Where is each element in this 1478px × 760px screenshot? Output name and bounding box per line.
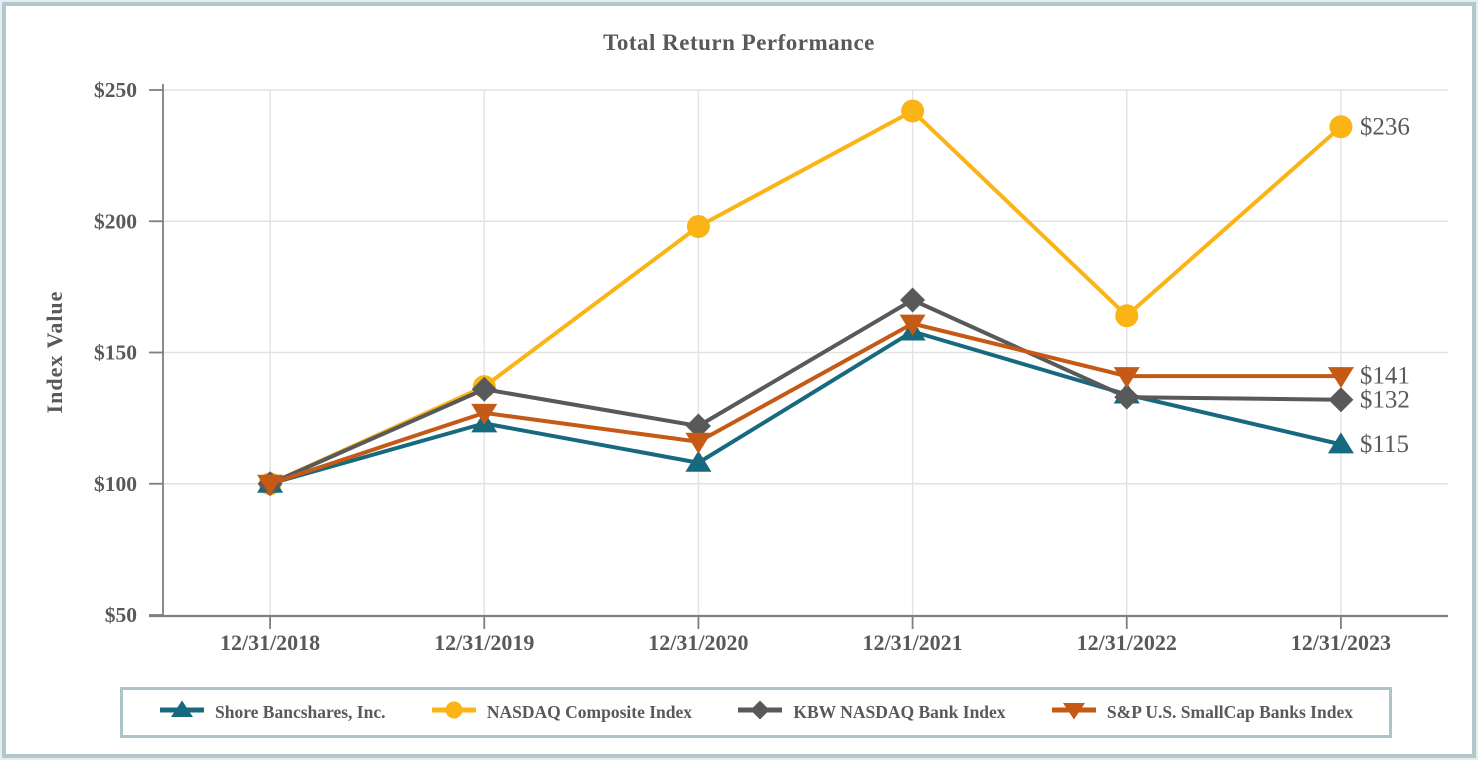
series-end-label: $115	[1360, 431, 1409, 458]
series-line-1	[269, 109, 1343, 486]
series-line-3	[269, 321, 1341, 486]
circle-icon	[431, 697, 477, 728]
y-tick-label: $200	[94, 209, 137, 233]
x-tick-label: 12/31/2018	[220, 630, 320, 655]
legend-item-shore-bancshares: Shore Bancshares, Inc.	[159, 697, 386, 728]
triangle-down-marker	[1113, 367, 1140, 389]
diamond-icon	[737, 697, 783, 728]
y-tick-label: $150	[94, 341, 137, 365]
diamond-marker	[900, 287, 926, 313]
triangle-down-marker	[257, 474, 284, 496]
series-end-label: $236	[1360, 113, 1410, 140]
triangle-down-marker	[1327, 367, 1354, 389]
circle-marker	[1115, 304, 1139, 328]
series-line-0	[269, 329, 1342, 486]
legend-label: S&P U.S. SmallCap Banks Index	[1106, 702, 1353, 722]
triangle-down-marker	[471, 403, 498, 425]
legend-marker-canvas	[738, 700, 783, 720]
triangle-down-marker	[685, 432, 712, 454]
y-tick-label: $50	[105, 603, 137, 627]
chart-title: Total Return Performance	[603, 30, 875, 55]
legend-label: KBW NASDAQ Bank Index	[793, 702, 1006, 722]
circle-marker	[901, 99, 925, 123]
legend-marker-canvas	[431, 701, 476, 719]
diamond-marker	[1114, 384, 1140, 410]
diamond-marker	[1328, 387, 1354, 413]
legend-marker-canvas	[160, 700, 204, 717]
triangle-down-icon	[1051, 697, 1097, 728]
y-tick-label: $250	[94, 78, 137, 102]
legend-label: Shore Bancshares, Inc.	[215, 702, 386, 722]
diamond-marker	[685, 413, 711, 439]
y-tick-label: $100	[94, 472, 137, 496]
series-end-label: $141	[1360, 363, 1410, 390]
triangle-up-icon	[159, 697, 205, 728]
circle-marker	[686, 215, 710, 238]
series-line-2	[269, 298, 1341, 486]
legend-item-nasdaq-composite: NASDAQ Composite Index	[431, 697, 692, 728]
triangle-up-marker	[1327, 432, 1354, 454]
legend: Shore Bancshares, Inc. NASDAQ Composite …	[120, 687, 1392, 738]
diamond-marker	[471, 376, 497, 402]
x-tick-label: 12/31/2019	[434, 630, 534, 655]
triangle-down-marker	[899, 314, 926, 336]
legend-label: NASDAQ Composite Index	[486, 702, 693, 722]
legend-item-sp-smallcap-banks: S&P U.S. SmallCap Banks Index	[1051, 697, 1353, 728]
legend-marker-canvas	[1051, 703, 1096, 720]
x-tick-label: 12/31/2020	[648, 630, 748, 655]
triangle-up-marker	[685, 450, 712, 472]
series-end-label: $132	[1360, 386, 1410, 413]
x-tick-label: 12/31/2023	[1291, 630, 1391, 655]
x-tick-label: 12/31/2021	[862, 630, 962, 655]
legend-item-kbw-nasdaq-bank: KBW NASDAQ Bank Index	[737, 697, 1006, 728]
circle-marker	[1329, 115, 1353, 139]
x-tick-label: 12/31/2022	[1077, 630, 1177, 655]
